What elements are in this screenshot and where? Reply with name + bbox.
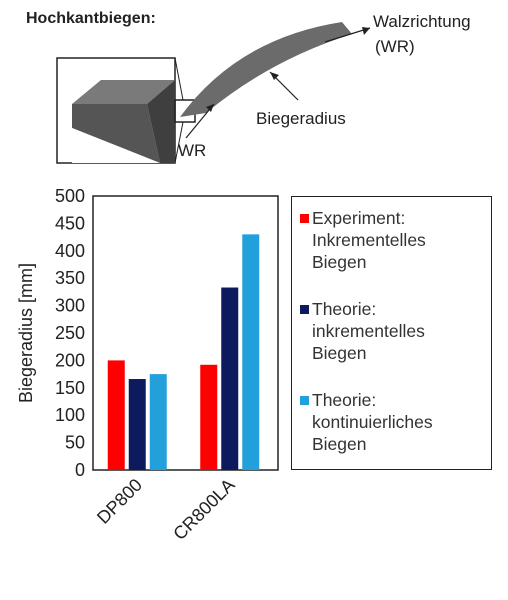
label-rolling-direction: Walzrichtung [373,12,471,31]
y-tick-label: 50 [65,433,85,453]
legend-swatch [300,214,309,223]
label-wr: WR [178,141,206,160]
y-tick-label: 250 [55,323,85,343]
block-side-face [147,80,175,163]
diagram-heading: Hochkantbiegen: [26,10,156,27]
legend-label-line: Biegen [312,343,367,363]
y-axis-label: Biegeradius [mm] [16,263,36,403]
bending-illustration: Walzrichtung (WR) Biegeradius WR [56,12,471,164]
y-tick-label: 0 [75,460,85,480]
bar-dp800-series-3 [149,374,167,470]
block-mask [72,128,160,163]
block-front-face [72,104,160,163]
bar-cr800la-series-1 [200,364,218,470]
legend-label-line: Experiment: [312,208,406,228]
legend-swatch [300,305,309,314]
y-tick-label: 350 [55,268,85,288]
plot-frame [92,195,279,471]
legend-label-line: inkrementelles [312,321,425,341]
y-tick-label: 100 [55,405,85,425]
x-tick-label: CR800LA [169,475,238,544]
label-bending-radius: Biegeradius [256,109,346,128]
y-tick-label: 150 [55,378,85,398]
bent-strip [180,22,352,117]
y-tick-labels: 0 50 100 150 200 250 300 350 400 450 500 [55,186,85,480]
legend-label-line: Biegen [312,252,367,272]
arrow-rolling-line [324,27,371,43]
y-tick-label: 200 [55,350,85,370]
arrow-radius-head [270,72,279,80]
label-rolling-abbr: (WR) [375,37,415,56]
x-tick-label: DP800 [93,475,146,528]
legend-label-line: Biegen [312,434,367,454]
y-tick-label: 500 [55,186,85,206]
legend-entry-3: Theorie: kontinuierliches Biegen [300,389,433,455]
bar-dp800-series-2 [128,379,146,470]
legend-entry-2: Theorie: inkrementelles Biegen [300,298,425,364]
legend-entry-1: Experiment: Inkrementelles Biegen [300,207,426,273]
y-tick-label: 300 [55,296,85,316]
bar-dp800-series-1 [107,360,125,470]
legend-label-line: kontinuierliches [312,412,433,432]
block-top-face [72,80,175,104]
zoom-line-top [174,57,184,101]
legend-label-line: Theorie: [312,390,377,410]
legend-swatch [300,396,309,405]
y-tick-label: 450 [55,213,85,233]
bar-cr800la-series-3 [242,234,260,470]
bars [107,234,260,470]
x-tick-labels: DP800 CR800LA [93,475,239,544]
bar-cr800la-series-2 [221,287,239,470]
y-tick-label: 400 [55,241,85,261]
legend-label-line: Inkrementelles [312,230,426,250]
legend: Experiment: Inkrementelles Biegen Theorie: i… [291,196,492,470]
arrow-rolling-head [362,27,370,35]
zoom-line-bottom [174,121,184,164]
legend-label-line: Theorie: [312,299,377,319]
arrow-wr-head [206,104,214,112]
